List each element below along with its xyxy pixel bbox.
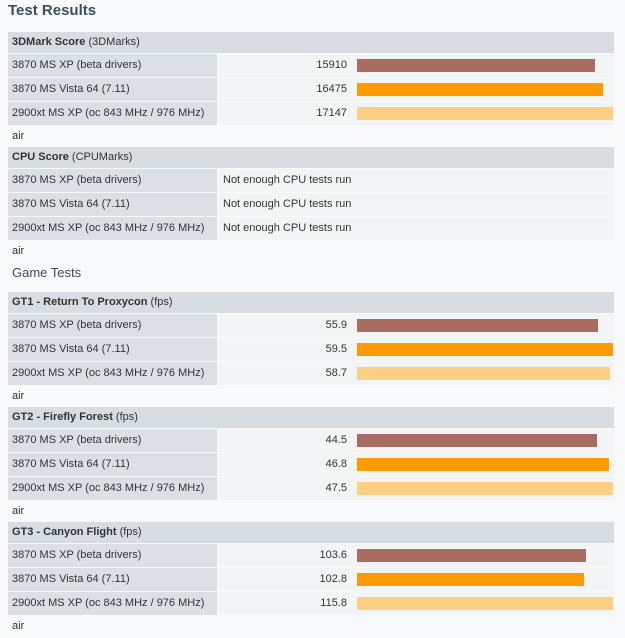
value-label: 47.5: [325, 482, 347, 494]
section-title: 3DMark Score: [12, 36, 86, 48]
value-cell: Not enough CPU tests run: [219, 169, 614, 192]
value-cell: 59.5: [219, 338, 614, 361]
value-cell: 46.8: [219, 453, 614, 476]
bar: [357, 107, 613, 120]
section-title: GT2 - Firefly Forest: [12, 411, 113, 423]
value-cell: 17147: [219, 102, 614, 125]
table-row: 3870 MS XP (beta drivers) 103.6: [8, 544, 614, 567]
table-row: 2900xt MS XP (oc 843 MHz / 976 MHz) air 4…: [8, 477, 614, 517]
result-section: CPU Score (CPUMarks) 3870 MS XP (beta dri…: [8, 147, 614, 257]
value-cell: 55.9: [219, 314, 614, 337]
value-cell: 16475: [219, 78, 614, 101]
value-label: 16475: [316, 83, 347, 95]
value-label: 55.9: [325, 319, 347, 331]
section-unit: (fps): [150, 296, 173, 308]
value-label: 46.8: [325, 458, 347, 470]
bar: [357, 434, 597, 447]
value-cell: 47.5: [219, 477, 614, 500]
bar: [357, 549, 586, 562]
config-label: 3870 MS XP (beta drivers): [8, 169, 217, 192]
section-title: CPU Score: [12, 151, 69, 163]
value-cell: 103.6: [219, 544, 614, 567]
table-row: 3870 MS XP (beta drivers) 15910: [8, 54, 614, 77]
section-unit: (fps): [119, 526, 142, 538]
bar: [357, 597, 613, 610]
value-cell: 58.7: [219, 362, 614, 385]
bar: [357, 367, 610, 380]
table-row: 2900xt MS XP (oc 843 MHz / 976 MHz) air N…: [8, 217, 614, 257]
bar: [357, 482, 613, 495]
config-label: 3870 MS Vista 64 (7.11): [8, 453, 217, 476]
value-cell: 102.8: [219, 568, 614, 591]
value-cell: 115.8: [219, 592, 614, 615]
table-row: 2900xt MS XP (oc 843 MHz / 976 MHz) air 5…: [8, 362, 614, 402]
config-label: 3870 MS Vista 64 (7.11): [8, 78, 217, 101]
table-row: 3870 MS XP (beta drivers) 44.5: [8, 429, 614, 452]
result-section: GT1 - Return To Proxycon (fps) 3870 MS XP…: [8, 292, 614, 402]
section-unit: (3DMarks): [88, 36, 140, 48]
value-cell: 15910: [219, 54, 614, 77]
table-row: 3870 MS XP (beta drivers) 55.9: [8, 314, 614, 337]
status-text: Not enough CPU tests run: [223, 222, 352, 234]
result-section: 3DMark Score (3DMarks) 3870 MS XP (beta d…: [8, 32, 614, 142]
section-title: GT1 - Return To Proxycon: [12, 296, 148, 308]
table-row: 3870 MS Vista 64 (7.11) 16475: [8, 78, 614, 101]
bar: [357, 59, 595, 72]
table-row: 2900xt MS XP (oc 843 MHz / 976 MHz) air 1…: [8, 592, 614, 632]
section-unit: (CPUMarks): [71, 151, 133, 163]
config-label: 3870 MS Vista 64 (7.11): [8, 193, 217, 216]
section-header: GT2 - Firefly Forest (fps): [8, 407, 614, 428]
result-section: GT2 - Firefly Forest (fps) 3870 MS XP (be…: [8, 407, 614, 517]
config-label: 2900xt MS XP (oc 843 MHz / 976 MHz) air: [8, 592, 217, 632]
game-tests-heading: Game Tests: [12, 265, 82, 280]
result-section: GT3 - Canyon Flight (fps) 3870 MS XP (bet…: [8, 522, 614, 632]
table-row: 3870 MS Vista 64 (7.11) 59.5: [8, 338, 614, 361]
config-label: 3870 MS Vista 64 (7.11): [8, 568, 217, 591]
config-label: 2900xt MS XP (oc 843 MHz / 976 MHz) air: [8, 477, 217, 517]
table-row: 3870 MS Vista 64 (7.11) Not enough CPU te…: [8, 193, 614, 216]
page-title: Test Results: [8, 2, 97, 19]
section-header: GT1 - Return To Proxycon (fps): [8, 292, 614, 313]
bar: [357, 343, 613, 356]
value-label: 103.6: [319, 549, 347, 561]
config-label: 2900xt MS XP (oc 843 MHz / 976 MHz) air: [8, 102, 217, 142]
table-row: 3870 MS Vista 64 (7.11) 102.8: [8, 568, 614, 591]
section-header: 3DMark Score (3DMarks): [8, 32, 614, 53]
table-row: 3870 MS Vista 64 (7.11) 46.8: [8, 453, 614, 476]
status-text: Not enough CPU tests run: [223, 174, 352, 186]
section-unit: (fps): [115, 411, 138, 423]
config-label: 2900xt MS XP (oc 843 MHz / 976 MHz) air: [8, 362, 217, 402]
value-label: 102.8: [319, 573, 347, 585]
value-label: 58.7: [325, 367, 347, 379]
section-header: CPU Score (CPUMarks): [8, 147, 614, 168]
config-label: 2900xt MS XP (oc 843 MHz / 976 MHz) air: [8, 217, 217, 257]
table-row: 3870 MS XP (beta drivers) Not enough CPU …: [8, 169, 614, 192]
config-label: 3870 MS XP (beta drivers): [8, 544, 217, 567]
config-label: 3870 MS XP (beta drivers): [8, 314, 217, 337]
value-label: 59.5: [325, 343, 347, 355]
value-label: 115.8: [320, 597, 347, 609]
value-cell: Not enough CPU tests run: [219, 193, 614, 216]
config-label: 3870 MS XP (beta drivers): [8, 429, 217, 452]
value-label: 17147: [316, 107, 347, 119]
bar: [357, 319, 598, 332]
value-cell: 44.5: [219, 429, 614, 452]
value-label: 44.5: [325, 434, 347, 446]
bar: [357, 573, 585, 586]
config-label: 3870 MS XP (beta drivers): [8, 54, 217, 77]
value-label: 15910: [316, 59, 347, 71]
status-text: Not enough CPU tests run: [223, 198, 352, 210]
bar: [357, 83, 603, 96]
bar: [357, 458, 610, 471]
section-header: GT3 - Canyon Flight (fps): [8, 522, 614, 543]
section-title: GT3 - Canyon Flight: [12, 526, 117, 538]
table-row: 2900xt MS XP (oc 843 MHz / 976 MHz) air 1…: [8, 102, 614, 142]
value-cell: Not enough CPU tests run: [219, 217, 614, 240]
config-label: 3870 MS Vista 64 (7.11): [8, 338, 217, 361]
